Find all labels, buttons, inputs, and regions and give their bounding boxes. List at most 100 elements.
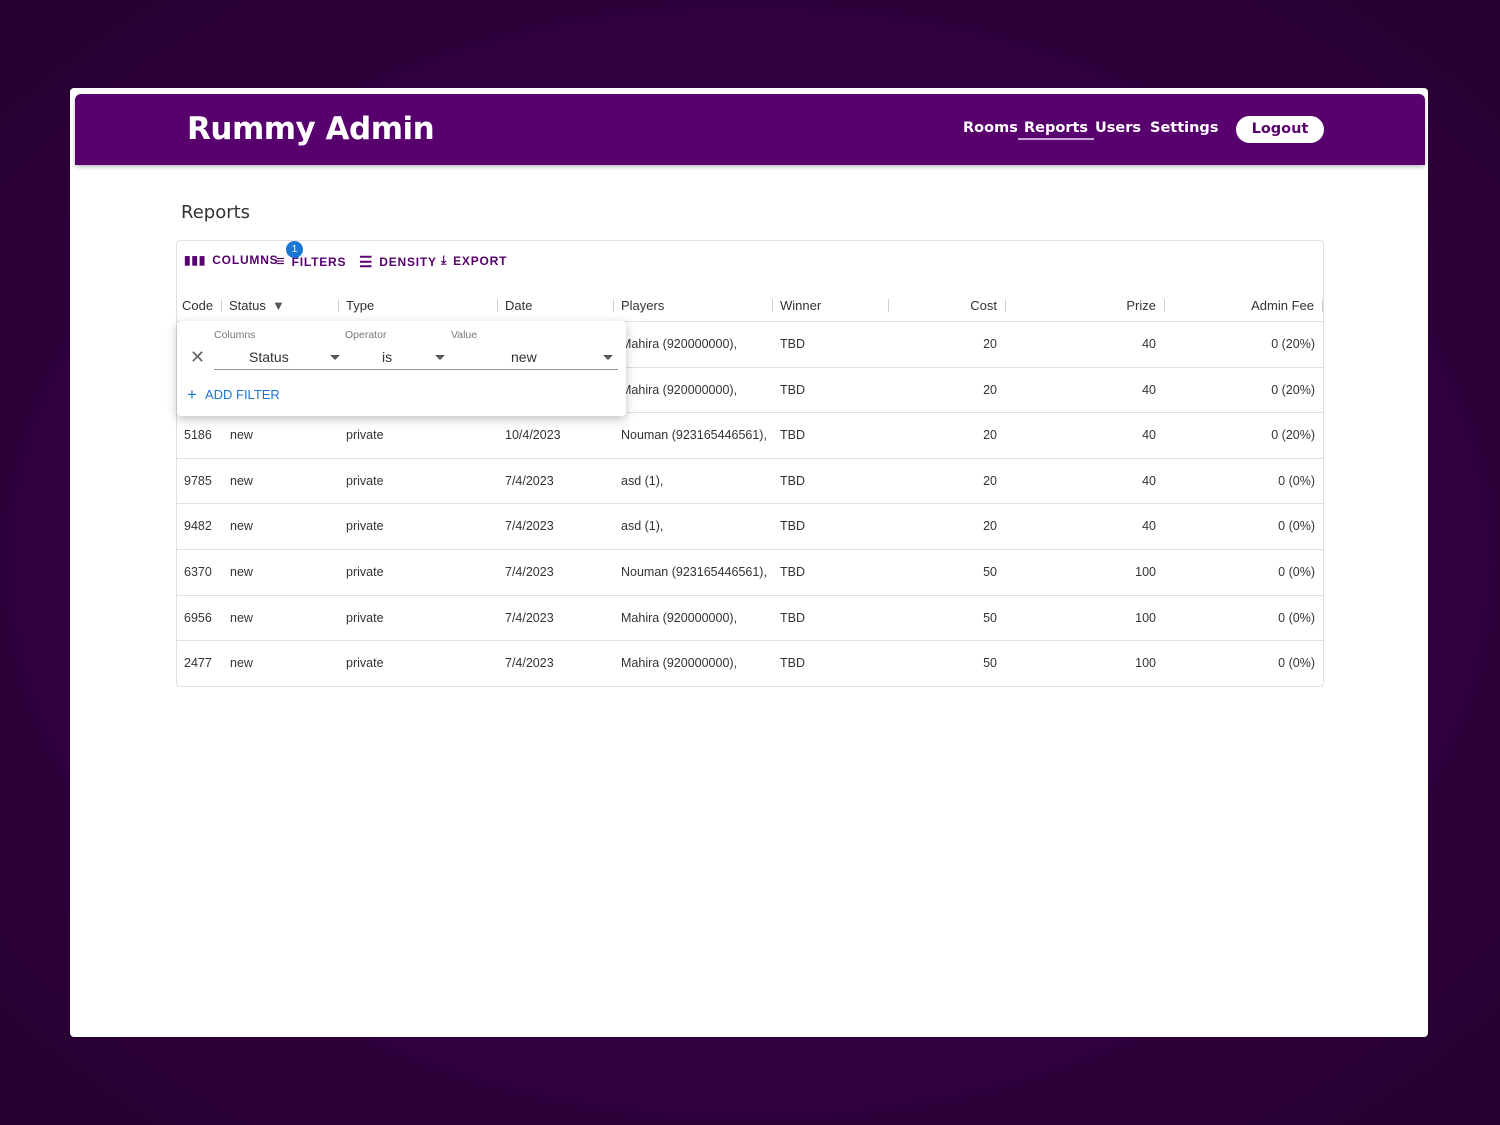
nav-reports[interactable]: Reports xyxy=(1018,120,1095,140)
nav-users[interactable]: Users xyxy=(1095,120,1142,136)
density-icon: ☰ xyxy=(359,254,374,271)
cell-type: private xyxy=(346,610,384,625)
remove-filter-icon[interactable]: ✕ xyxy=(190,347,206,367)
export-button[interactable]: ⤓ EXPORT xyxy=(441,253,507,268)
cell-prize: 40 xyxy=(1142,428,1156,443)
column-select[interactable]: Status xyxy=(249,349,289,365)
cell-winner: TBD xyxy=(780,565,805,579)
cell-admin-fee: 0 (0%) xyxy=(1278,610,1315,625)
density-label: DENSITY xyxy=(379,255,437,269)
cell-winner: TBD xyxy=(780,610,805,625)
column-header-winner[interactable]: Winner xyxy=(780,298,822,313)
column-separator[interactable] xyxy=(772,299,773,312)
app-window: Rummy Admin Rooms Reports Users Settings… xyxy=(70,88,1428,1037)
cell-code: 6956 xyxy=(184,610,212,625)
column-separator[interactable] xyxy=(221,299,222,312)
cell-players: Mahira (920000000), xyxy=(621,610,738,625)
column-separator[interactable] xyxy=(1164,299,1165,312)
cell-date: 7/4/2023 xyxy=(505,519,554,534)
cell-prize: 40 xyxy=(1142,337,1156,351)
cell-admin-fee: 0 (0%) xyxy=(1278,565,1315,579)
download-icon: ⤓ xyxy=(441,253,448,267)
columns-button[interactable]: ▮▮▮ COLUMNS xyxy=(184,253,278,267)
column-separator[interactable] xyxy=(338,299,339,312)
cell-date: 7/4/2023 xyxy=(505,473,554,488)
column-separator[interactable] xyxy=(497,299,498,312)
columns-label: COLUMNS xyxy=(212,253,279,267)
cell-type: private xyxy=(346,428,384,443)
cell-date: 10/4/2023 xyxy=(505,428,561,443)
cell-status: new xyxy=(230,565,253,579)
cell-winner: TBD xyxy=(780,337,805,351)
cell-cost: 50 xyxy=(983,565,997,579)
column-header-players[interactable]: Players xyxy=(621,298,665,313)
cell-admin-fee: 0 (20%) xyxy=(1271,428,1315,443)
cell-code: 2477 xyxy=(184,656,212,671)
filters-button[interactable]: ≡ FILTERS xyxy=(276,253,346,270)
filter-active-icon[interactable]: ▼ xyxy=(272,298,285,313)
cell-admin-fee: 0 (0%) xyxy=(1278,656,1315,671)
cell-prize: 40 xyxy=(1142,382,1156,397)
column-header-date[interactable]: Date xyxy=(505,298,533,313)
cell-status: new xyxy=(230,656,253,671)
cell-status: new xyxy=(230,428,253,443)
table-row[interactable]: 9482 new private 7/4/2023 asd (1), TBD 20 40 0 (… xyxy=(177,503,1323,549)
value-select[interactable]: new xyxy=(511,349,537,365)
plus-icon: + xyxy=(187,385,197,404)
table-row[interactable]: 9785 new private 7/4/2023 asd (1), TBD 20 40 0 (… xyxy=(177,457,1323,504)
cell-admin-fee: 0 (20%) xyxy=(1271,382,1315,397)
density-button[interactable]: ☰ DENSITY xyxy=(359,253,437,271)
filter-panel: ✕ Columns Operator Value Status is new +… xyxy=(177,321,626,416)
cell-winner: TBD xyxy=(780,428,805,443)
table-row[interactable]: 2477 new private 7/4/2023 Mahira (920000000)… xyxy=(177,640,1323,686)
column-separator[interactable] xyxy=(1005,299,1006,312)
export-label: EXPORT xyxy=(453,253,508,268)
logout-button[interactable]: Logout xyxy=(1236,116,1324,143)
columns-label: Columns xyxy=(214,329,256,341)
column-header-code[interactable]: Code xyxy=(182,298,214,313)
table-row[interactable]: 5186 new private 10/4/2023 Nouman (923165446… xyxy=(177,412,1323,458)
column-header-type[interactable]: Type xyxy=(346,298,375,313)
column-separator[interactable] xyxy=(1322,299,1323,312)
cell-date: 7/4/2023 xyxy=(505,610,554,625)
cell-players: asd (1), xyxy=(621,519,664,534)
table-row[interactable]: 6956 new private 7/4/2023 Mahira (920000000)… xyxy=(177,594,1323,641)
chevron-down-icon[interactable] xyxy=(603,355,613,360)
cell-code: 6370 xyxy=(184,565,212,579)
cell-admin-fee: 0 (20%) xyxy=(1271,337,1315,351)
add-filter-button[interactable]: + ADD FILTER xyxy=(187,385,280,404)
chevron-down-icon[interactable] xyxy=(330,355,340,360)
cell-status: new xyxy=(230,473,253,488)
table-row[interactable]: Mahira (920000000), TBD 20 40 0 (20%) xyxy=(177,321,1323,367)
column-separator[interactable] xyxy=(888,299,889,312)
cell-winner: TBD xyxy=(780,656,805,671)
app-header: Rummy Admin Rooms Reports Users Settings… xyxy=(75,94,1425,165)
nav-rooms[interactable]: Rooms xyxy=(963,120,1018,136)
cell-cost: 20 xyxy=(983,473,997,488)
column-separator[interactable] xyxy=(613,299,614,312)
cell-cost: 20 xyxy=(983,382,997,397)
nav-settings[interactable]: Settings xyxy=(1150,120,1219,136)
column-header-status[interactable]: Status xyxy=(229,298,266,313)
cell-admin-fee: 0 (0%) xyxy=(1278,473,1315,488)
cell-prize: 40 xyxy=(1142,473,1156,488)
column-header-admin-fee[interactable]: Admin Fee xyxy=(1251,298,1314,313)
cell-code: 9785 xyxy=(184,473,212,488)
chevron-down-icon[interactable] xyxy=(435,355,445,360)
cell-status: new xyxy=(230,519,253,534)
cell-type: private xyxy=(346,656,384,671)
cell-status: new xyxy=(230,610,253,625)
operator-select[interactable]: is xyxy=(382,349,393,365)
table-row[interactable]: Mahira (920000000), TBD 20 40 0 (20%) xyxy=(177,366,1323,413)
cell-players: Nouman (923165446561), xyxy=(621,428,767,443)
cell-prize: 100 xyxy=(1135,656,1156,671)
cell-date: 7/4/2023 xyxy=(505,656,554,671)
input-underline xyxy=(214,369,618,370)
column-header-prize[interactable]: Prize xyxy=(1126,298,1156,313)
table-row[interactable]: 6370 new private 7/4/2023 Nouman (9231654465… xyxy=(177,549,1323,595)
cell-type: private xyxy=(346,519,384,534)
filters-label: FILTERS xyxy=(291,254,347,269)
cell-winner: TBD xyxy=(780,519,805,534)
cell-players: Mahira (920000000), xyxy=(621,656,738,671)
column-header-cost[interactable]: Cost xyxy=(970,298,997,313)
